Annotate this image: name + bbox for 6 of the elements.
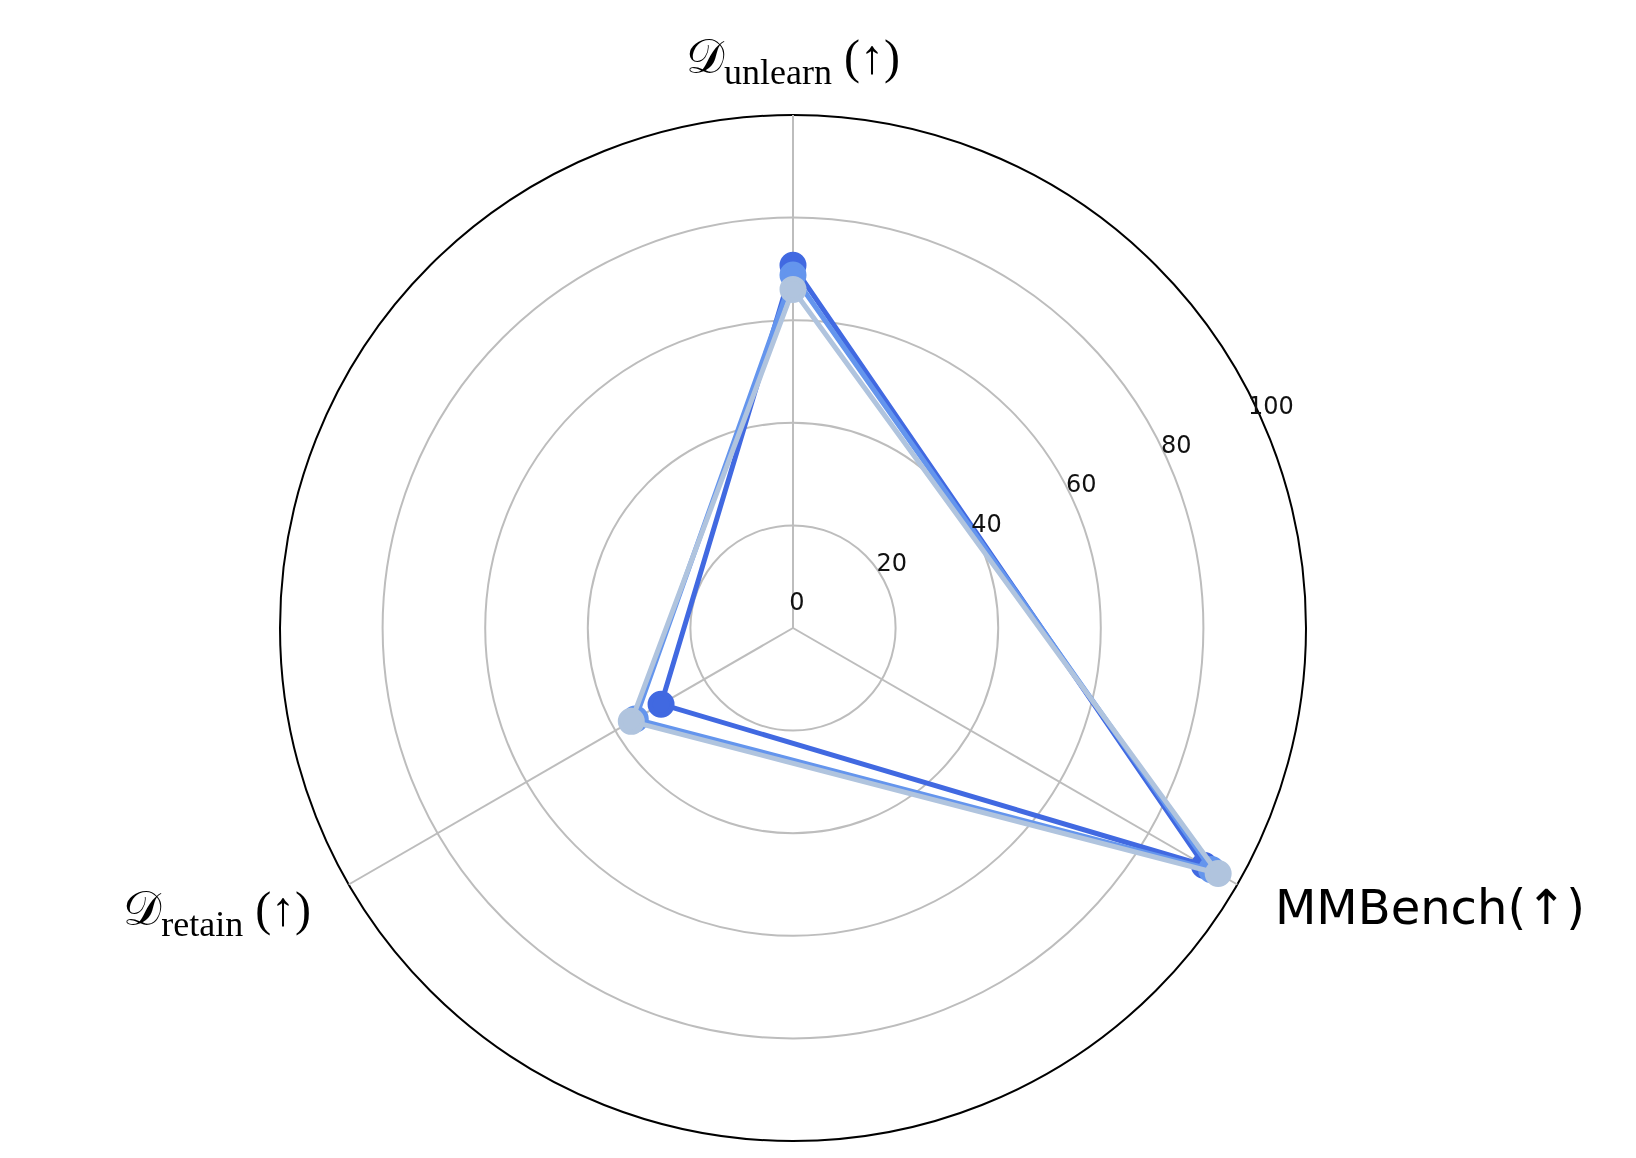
spoke-label: MMBench(↑) [1274, 879, 1586, 936]
y-tick-label: 60 [1066, 470, 1097, 499]
y-tick-label: 80 [1160, 431, 1192, 460]
y-tick-label: 40 [971, 509, 1002, 538]
y-tick-label: 0 [789, 588, 805, 617]
y-tick-label: 20 [876, 548, 908, 577]
